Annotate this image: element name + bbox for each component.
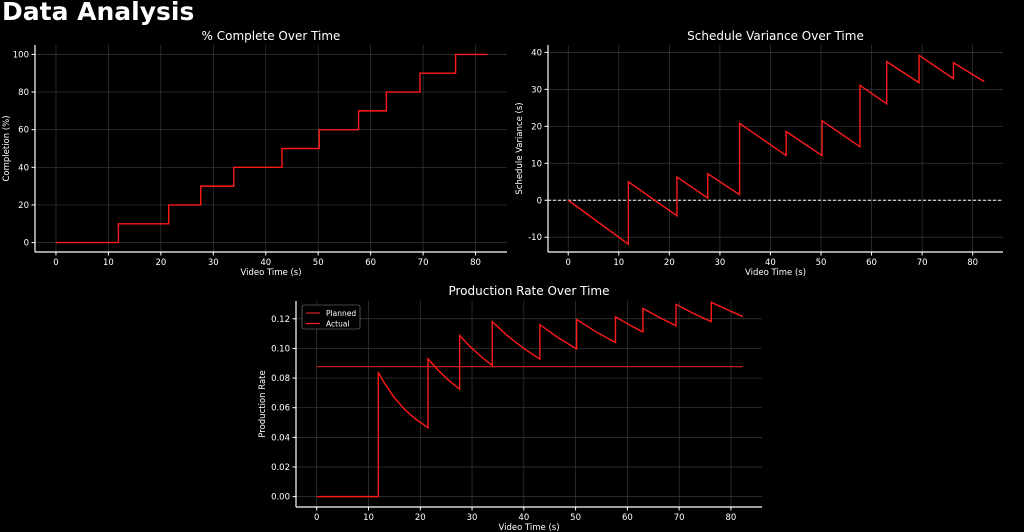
rate-x-tick-label: 80	[726, 513, 737, 523]
complete-y-tick-label: 20	[18, 201, 29, 211]
variance-x-tick-label: 60	[866, 258, 877, 268]
variance-x-tick-label: 0	[566, 258, 571, 268]
complete-y-tick-label: 80	[18, 88, 29, 98]
rate-chart-title: Production Rate Over Time	[448, 284, 609, 298]
variance-x-tick-label: 80	[967, 258, 978, 268]
variance-y-tick-label: 20	[531, 122, 542, 132]
rate-x-tick-label: 40	[518, 513, 529, 523]
complete-x-tick-label: 30	[208, 258, 219, 268]
complete-x-axis-label: Video Time (s)	[240, 268, 301, 278]
variance-chart-title: Schedule Variance Over Time	[687, 29, 864, 43]
complete-x-tick-label: 80	[470, 258, 481, 268]
rate-x-tick-label: 60	[622, 513, 633, 523]
variance-y-tick-label: 10	[531, 159, 542, 169]
complete-y-tick-label: 100	[13, 50, 29, 60]
variance-series-main-line	[567, 54, 985, 246]
rate-x-tick-label: 0	[314, 513, 319, 523]
rate-y-tick-label: 0.00	[271, 493, 290, 503]
variance-y-axis-label: Schedule Variance (s)	[515, 102, 525, 194]
complete-y-tick-label: 60	[18, 126, 29, 136]
rate-y-axis-label: Production Rate	[258, 370, 268, 437]
rate-x-axis-label: Video Time (s)	[498, 523, 559, 532]
variance-y-tick-label: 0	[537, 196, 542, 206]
variance-x-tick-label: 40	[765, 258, 776, 268]
variance-x-tick-label: 50	[816, 258, 827, 268]
rate-x-tick-label: 10	[363, 513, 374, 523]
complete-y-tick-label: 40	[18, 163, 29, 173]
rate-y-tick-label: 0.08	[271, 374, 290, 384]
rate-y-tick-label: 0.12	[271, 315, 290, 325]
complete-x-tick-label: 70	[418, 258, 429, 268]
rate-y-tick-label: 0.04	[271, 433, 290, 443]
complete-x-tick-label: 20	[155, 258, 166, 268]
rate-x-tick-label: 30	[467, 513, 478, 523]
variance-x-tick-label: 70	[917, 258, 928, 268]
variance-y-tick-label: -10	[528, 233, 542, 243]
rate-y-tick-label: 0.10	[271, 344, 290, 354]
complete-y-tick-label: 0	[24, 239, 29, 249]
variance-y-tick-label: 40	[531, 48, 542, 58]
complete-series-main-line	[55, 53, 488, 244]
rate-legend-label-planned: Planned	[326, 309, 356, 318]
rate-y-tick-label: 0.06	[271, 404, 290, 414]
rate-x-tick-label: 20	[415, 513, 426, 523]
complete-chart-title: % Complete Over Time	[202, 29, 341, 43]
complete-x-tick-label: 40	[260, 258, 271, 268]
complete-x-tick-label: 0	[53, 258, 58, 268]
rate-x-tick-label: 70	[674, 513, 685, 523]
variance-x-tick-label: 30	[714, 258, 725, 268]
complete-x-tick-label: 60	[365, 258, 376, 268]
variance-x-tick-label: 10	[613, 258, 624, 268]
variance-y-tick-label: 30	[531, 85, 542, 95]
complete-x-tick-label: 10	[103, 258, 114, 268]
rate-series-actual-line	[316, 301, 744, 498]
complete-y-axis-label: Completion (%)	[2, 115, 12, 181]
rate-legend-label-actual: Actual	[326, 320, 350, 329]
complete-x-tick-label: 50	[313, 258, 324, 268]
rate-y-tick-label: 0.02	[271, 463, 290, 473]
variance-x-tick-label: 20	[664, 258, 675, 268]
variance-x-axis-label: Video Time (s)	[745, 268, 806, 278]
page-title: Data Analysis	[2, 0, 195, 26]
rate-x-tick-label: 50	[570, 513, 581, 523]
